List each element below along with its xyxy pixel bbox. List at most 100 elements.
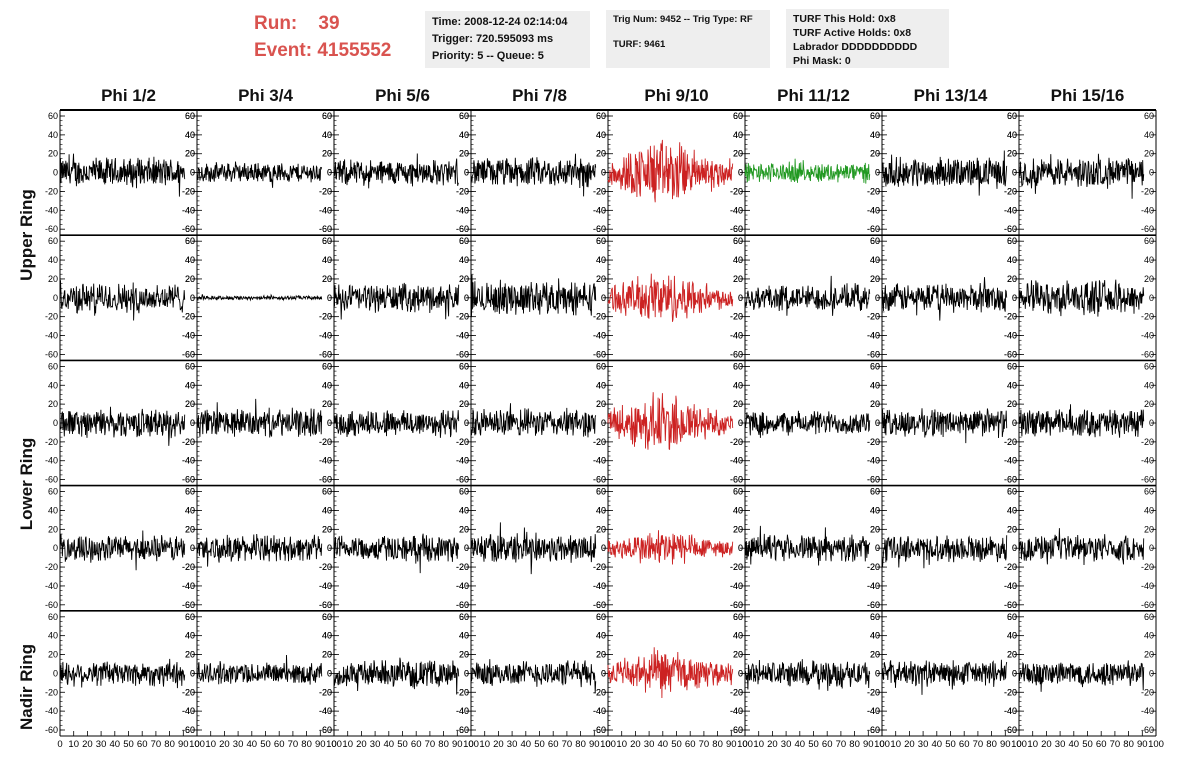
y-tick-label: -20 bbox=[730, 186, 743, 196]
waveform-trace bbox=[59, 153, 186, 197]
y-tick-label: -40 bbox=[1004, 205, 1017, 215]
y-tick-label: 40 bbox=[322, 130, 332, 140]
y-tick-label: -20 bbox=[456, 186, 469, 196]
y-tick-label: 20 bbox=[1007, 149, 1017, 159]
waveform-trace bbox=[333, 533, 460, 574]
y-tick-label: 0 bbox=[464, 293, 469, 303]
x-tick-label: 80 bbox=[438, 739, 449, 750]
y-tick-label: 60 bbox=[733, 361, 743, 371]
y-tick-label: 60 bbox=[1007, 361, 1017, 371]
y-tick-label: 0 bbox=[190, 418, 195, 428]
y-tick-label: -20 bbox=[867, 312, 880, 322]
y-tick-label: 60 bbox=[185, 612, 195, 622]
x-tick-label: 20 bbox=[493, 739, 504, 750]
y-tick-label: -20 bbox=[182, 437, 195, 447]
x-tick-label: 50 bbox=[945, 739, 956, 750]
y-tick-label: -40 bbox=[1004, 456, 1017, 466]
y-tick-label: 20 bbox=[185, 149, 195, 159]
y-tick-label: 20 bbox=[596, 274, 606, 284]
y-tick-label: 0 bbox=[875, 543, 880, 553]
y-tick-label: -60 bbox=[319, 475, 332, 485]
y-tick-label: 20 bbox=[1144, 149, 1154, 159]
y-tick-label: 20 bbox=[1007, 399, 1017, 409]
y-tick-label: 40 bbox=[322, 255, 332, 265]
y-tick-label: 20 bbox=[1144, 274, 1154, 284]
y-tick-label: -60 bbox=[1141, 725, 1154, 735]
y-tick-label: -60 bbox=[867, 224, 880, 234]
y-tick-label: 20 bbox=[1007, 274, 1017, 284]
y-tick-label: 60 bbox=[870, 361, 880, 371]
trigger-text: Trigger: 720.595093 ms bbox=[432, 33, 554, 45]
y-tick-label: 60 bbox=[459, 612, 469, 622]
y-tick-label: 60 bbox=[870, 111, 880, 121]
waveform-panel: 60 60 40 40 20 20 0 0 -20 -20 -40 -40 -60 -60 bbox=[45, 361, 197, 485]
x-tick-label: 80 bbox=[575, 739, 586, 750]
x-tick-label: 0 bbox=[57, 739, 62, 750]
y-tick-label: 40 bbox=[1144, 380, 1154, 390]
y-tick-label: -20 bbox=[730, 687, 743, 697]
y-tick-label: -60 bbox=[867, 725, 880, 735]
y-tick-label: 40 bbox=[1007, 130, 1017, 140]
y-tick-label: -20 bbox=[867, 437, 880, 447]
x-tick-label: 0 bbox=[468, 739, 473, 750]
y-tick-label: 60 bbox=[185, 361, 195, 371]
y-tick-label: 20 bbox=[596, 149, 606, 159]
y-tick-label: -40 bbox=[730, 581, 743, 591]
y-tick-label: -20 bbox=[867, 562, 880, 572]
x-tick-label: 10 bbox=[342, 739, 353, 750]
y-tick-label: 40 bbox=[596, 380, 606, 390]
y-tick-label: -20 bbox=[319, 312, 332, 322]
waveform-panel: 60 60 40 40 20 20 0 0 -20 -20 -40 -40 -60 -60 bbox=[1004, 361, 1156, 485]
y-tick-label: 40 bbox=[596, 130, 606, 140]
y-tick-label: -60 bbox=[1004, 600, 1017, 610]
y-tick-label: 0 bbox=[601, 293, 606, 303]
y-tick-label: 0 bbox=[738, 668, 743, 678]
y-tick-label: -60 bbox=[867, 349, 880, 359]
y-tick-label: -60 bbox=[1004, 600, 1017, 610]
y-tick-label: 20 bbox=[733, 274, 743, 284]
x-tick-label: 40 bbox=[658, 739, 669, 750]
y-tick-label: -40 bbox=[593, 581, 606, 591]
y-tick-label: 60 bbox=[1144, 612, 1154, 622]
y-tick-label: 40 bbox=[459, 631, 469, 641]
y-tick-label: -60 bbox=[456, 475, 469, 485]
y-tick-label: -40 bbox=[456, 581, 469, 591]
y-tick-label: 60 bbox=[596, 487, 606, 497]
y-tick-label: -60 bbox=[319, 600, 332, 610]
y-tick-label: 0 bbox=[875, 668, 880, 678]
y-tick-label: 0 bbox=[190, 293, 195, 303]
turf-text: TURF: 9461 bbox=[613, 39, 666, 50]
y-tick-label: 20 bbox=[185, 399, 195, 409]
waveform-panel: 60 60 40 40 20 20 0 0 -20 -20 -40 -40 -60 -60 bbox=[456, 236, 608, 359]
y-tick-label: 40 bbox=[596, 631, 606, 641]
y-tick-label: 20 bbox=[1007, 274, 1017, 284]
y-tick-label: 0 bbox=[601, 293, 606, 303]
x-tick-label: 100 bbox=[326, 739, 342, 750]
x-tick-label: 100 bbox=[1011, 739, 1027, 750]
y-tick-label: -20 bbox=[730, 186, 743, 196]
x-tick-label: 50 bbox=[808, 739, 819, 750]
y-tick-label: -60 bbox=[593, 475, 606, 485]
x-tick-label: 80 bbox=[1123, 739, 1134, 750]
y-tick-label: 60 bbox=[322, 487, 332, 497]
waveform-panel: 60 60 40 40 20 20 0 0 -20 -20 -40 -40 -60 -60 bbox=[730, 361, 882, 485]
y-tick-label: 0 bbox=[327, 293, 332, 303]
y-tick-label: -40 bbox=[319, 331, 332, 341]
turf-this-hold-text: TURF This Hold: 0x8 bbox=[793, 13, 896, 25]
y-tick-label: 0 bbox=[53, 168, 58, 178]
x-tick-label: 100 bbox=[1148, 739, 1164, 750]
y-tick-label: -20 bbox=[1004, 562, 1017, 572]
waveform-trace bbox=[333, 153, 459, 189]
x-tick-label: 20 bbox=[904, 739, 915, 750]
y-tick-label: -40 bbox=[593, 205, 606, 215]
y-tick-label: 40 bbox=[596, 505, 606, 515]
y-tick-label: -40 bbox=[730, 456, 743, 466]
y-tick-label: -60 bbox=[867, 475, 880, 485]
turf-info-box: TURF This Hold: 0x8 TURF Active Holds: 0… bbox=[786, 9, 949, 68]
waveform-panel: 60 60 40 40 20 20 0 0 -20 -20 -40 -40 -60 -60 bbox=[1004, 236, 1156, 359]
y-tick-label: -40 bbox=[1004, 706, 1017, 716]
x-tick-label: 10 bbox=[1027, 739, 1038, 750]
y-tick-label: 20 bbox=[48, 524, 58, 534]
